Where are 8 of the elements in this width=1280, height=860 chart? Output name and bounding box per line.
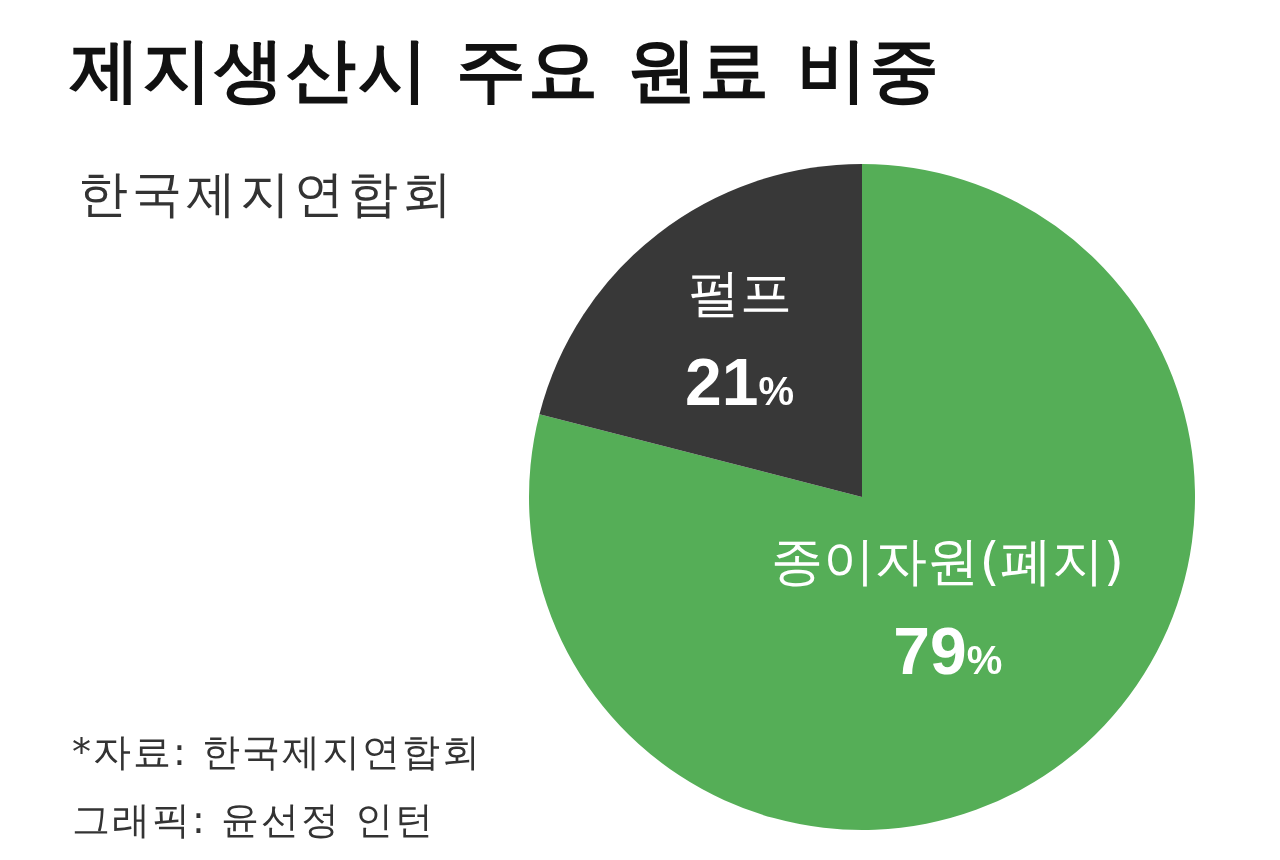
data-label: 21% — [685, 345, 795, 420]
chart-subtitle: 한국제지연합회 — [78, 164, 456, 224]
data-label: 79% — [893, 613, 1003, 688]
text: 그래픽: 윤선정 인턴 — [72, 798, 435, 844]
slice-label: 종이자원(폐지) — [771, 531, 1125, 592]
text: *자료: 한국제지연합회 — [72, 730, 482, 776]
slice-label: 펄프 — [687, 262, 792, 323]
chart-title: 제지생산시 주요 원료 비중 — [70, 28, 942, 112]
